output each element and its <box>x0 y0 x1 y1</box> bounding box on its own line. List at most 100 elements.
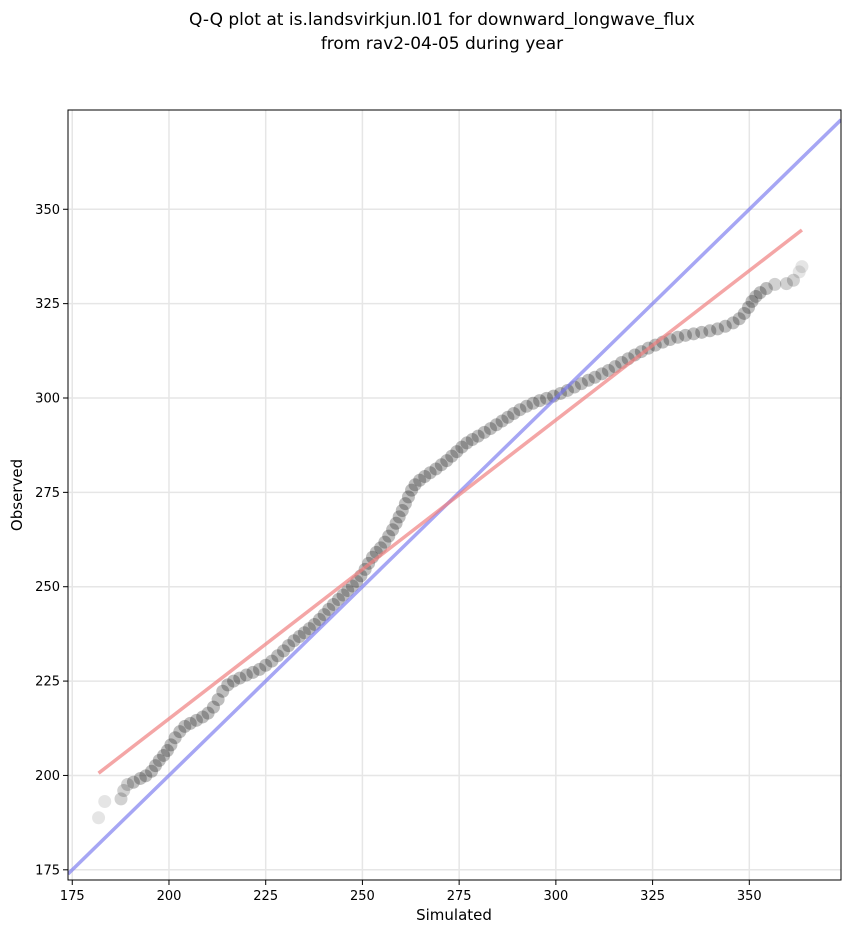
qq-point <box>703 324 717 338</box>
y-tick-label: 250 <box>35 580 60 595</box>
x-tick-label: 225 <box>253 889 278 904</box>
qq-point <box>533 394 547 408</box>
qq-point <box>211 693 225 707</box>
y-tick-label: 300 <box>35 391 60 406</box>
qq-point <box>601 363 615 377</box>
qq-point <box>737 306 751 320</box>
y-tick-label: 350 <box>35 203 60 218</box>
qq-point <box>276 644 290 658</box>
qq-point <box>460 436 474 450</box>
reference-lines <box>68 118 841 876</box>
qq-point <box>398 497 412 511</box>
qq-point <box>114 792 128 806</box>
fit-line <box>97 228 803 775</box>
qq-point <box>450 445 464 459</box>
qq-point <box>574 377 588 391</box>
qq-point <box>302 622 316 636</box>
qq-point <box>157 748 171 762</box>
qq-point <box>742 300 756 314</box>
qq-point <box>317 608 331 622</box>
qq-point <box>265 654 279 668</box>
y-tick-label: 175 <box>35 863 60 878</box>
qq-point <box>395 503 409 517</box>
qq-point <box>455 440 469 454</box>
qq-point <box>227 674 241 688</box>
qq-point <box>753 286 767 300</box>
qq-point <box>465 433 479 447</box>
qq-point <box>440 454 454 468</box>
qq-point <box>483 422 497 436</box>
qq-point <box>259 658 273 672</box>
qq-point <box>126 775 140 789</box>
qq-point <box>183 716 197 730</box>
y-tick-label: 200 <box>35 769 60 784</box>
qq-point <box>507 406 521 420</box>
y-axis: 175 200 225 250 275 300 325 350 <box>35 203 68 878</box>
qq-point <box>239 668 253 682</box>
qq-point <box>581 373 595 387</box>
qq-point <box>732 312 746 326</box>
qq-point <box>386 523 400 537</box>
qq-point <box>168 731 182 745</box>
x-tick-label: 250 <box>350 889 375 904</box>
x-tick-label: 325 <box>640 889 665 904</box>
qq-point <box>382 529 396 543</box>
qq-point <box>401 490 415 504</box>
qq-point <box>389 516 403 530</box>
qq-point <box>519 399 533 413</box>
qq-point <box>726 316 740 330</box>
qq-points <box>92 260 809 825</box>
qq-point <box>768 277 782 291</box>
qq-point <box>795 260 809 274</box>
y-tick-label: 325 <box>35 297 60 312</box>
qq-point <box>297 626 311 640</box>
qq-point <box>282 639 296 653</box>
qq-point <box>779 277 793 291</box>
y-tick-label: 225 <box>35 675 60 690</box>
qq-point <box>189 713 203 727</box>
qq-point <box>139 769 153 783</box>
qq-point <box>326 597 340 611</box>
qq-point <box>152 753 166 767</box>
qq-point <box>164 738 178 752</box>
qq-point <box>671 330 685 344</box>
qq-point <box>477 425 491 439</box>
qq-point <box>595 367 609 381</box>
qq-point <box>749 289 763 303</box>
qq-point <box>160 744 174 758</box>
qq-point <box>98 794 112 808</box>
qq-point <box>173 725 187 739</box>
qq-point <box>331 593 345 607</box>
qq-point <box>588 370 602 384</box>
qq-point <box>678 328 692 342</box>
qq-point <box>423 466 437 480</box>
qq-point <box>471 429 485 443</box>
qq-point <box>792 265 806 279</box>
qq-point <box>786 273 800 287</box>
qq-point <box>117 784 131 798</box>
qq-point <box>271 649 285 663</box>
qq-point <box>513 403 527 417</box>
qq-point <box>145 764 159 778</box>
qq-point <box>216 684 230 698</box>
qq-point <box>687 327 701 341</box>
qq-point <box>336 588 350 602</box>
x-tick-label: 350 <box>737 889 762 904</box>
chart-title: Q-Q plot at is.landsvirkjun.l01 for down… <box>189 10 695 30</box>
qq-point <box>133 771 147 785</box>
y-tick-label: 275 <box>35 486 60 501</box>
qq-point <box>307 617 321 631</box>
qq-point <box>292 630 306 644</box>
x-axis: 175 200 225 250 275 300 325 350 <box>60 880 762 904</box>
qq-point <box>148 759 162 773</box>
qq-point <box>345 579 359 593</box>
qq-point <box>526 396 540 410</box>
qq-point <box>759 282 773 296</box>
x-axis-label: Simulated <box>416 906 492 924</box>
qq-point <box>434 458 448 472</box>
qq-point <box>341 583 355 597</box>
qq-point <box>711 322 725 336</box>
qq-point <box>718 319 732 333</box>
qq-point <box>201 706 215 720</box>
